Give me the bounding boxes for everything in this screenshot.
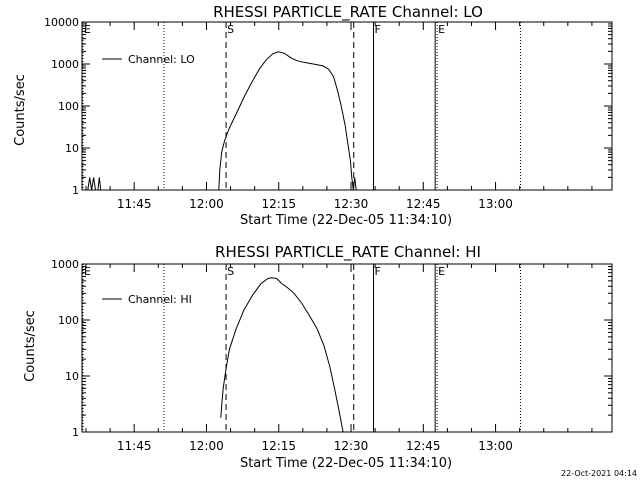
marker-label: E: [438, 23, 445, 36]
x-tick-label: 12:45: [406, 439, 441, 453]
y-tick-label: 1000: [51, 258, 79, 271]
series-line-channel-lo: [218, 51, 357, 191]
x-tick-label: 11:45: [117, 439, 152, 453]
x-tick-label: 12:15: [261, 197, 296, 211]
y-tick-label: 100: [58, 314, 79, 327]
marker-label: F: [375, 265, 381, 278]
x-tick-label: 12:30: [334, 197, 369, 211]
x-axis-ticks: 11:45 12:00 12:15 12:30 12:45 13:00: [85, 264, 593, 453]
x-tick-label: 13:00: [478, 197, 513, 211]
y-tick-label: 1: [72, 184, 79, 197]
marker-label: E: [84, 265, 91, 278]
x-axis-ticks: 11:45 12:00 12:15 12:30 12:45 13:00: [85, 22, 593, 211]
x-tick-label: 12:00: [189, 197, 224, 211]
y-axis-label: Counts/sec: [23, 310, 38, 382]
x-tick-label: 12:30: [334, 439, 369, 453]
y-tick-label: 1000: [51, 58, 79, 71]
marker-label: F: [375, 23, 381, 36]
x-axis-label: Start Time (22-Dec-05 11:34:10): [240, 213, 452, 228]
series-line-channel-hi: [220, 277, 344, 433]
x-axis-label: Start Time (22-Dec-05 11:34:10): [240, 456, 452, 471]
marker-label: S: [227, 265, 234, 278]
series-line-channel-lo: [97, 177, 102, 191]
generation-timestamp: 22-Oct-2021 04:14: [561, 469, 637, 478]
y-axis-label: Counts/sec: [13, 74, 28, 146]
y-tick-label: 1: [72, 426, 79, 439]
x-tick-label: 12:15: [261, 439, 296, 453]
x-tick-label: 13:00: [478, 439, 513, 453]
y-tick-label: 100: [58, 100, 79, 113]
marker-label: E: [84, 23, 91, 36]
plot-frame: [81, 21, 613, 191]
y-axis-ticks: 1 10 100 1000 10000: [44, 16, 612, 197]
legend: Channel: LO: [102, 53, 195, 66]
legend-label: Channel: HI: [128, 293, 192, 306]
y-tick-label: 10: [65, 370, 79, 383]
legend: Channel: HI: [102, 293, 192, 306]
series-group: [87, 51, 357, 191]
plot-frame: [81, 263, 613, 433]
y-tick-label: 10: [65, 142, 79, 155]
panel-title: RHESSI PARTICLE_RATE Channel: LO: [213, 3, 483, 22]
marker-label: S: [227, 23, 234, 36]
series-line-channel-lo: [87, 177, 96, 191]
x-tick-label: 11:45: [117, 197, 152, 211]
y-tick-label: 10000: [44, 16, 79, 29]
panel-channel-lo: RHESSI PARTICLE_RATE Channel: LO Counts/…: [13, 3, 613, 228]
marker-label: E: [438, 265, 445, 278]
x-tick-label: 12:00: [189, 439, 224, 453]
panel-title: RHESSI PARTICLE_RATE Channel: HI: [215, 243, 481, 262]
x-tick-label: 12:45: [406, 197, 441, 211]
legend-label: Channel: LO: [128, 53, 195, 66]
panel-channel-hi: RHESSI PARTICLE_RATE Channel: HI Counts/…: [23, 243, 613, 471]
series-group: [220, 277, 344, 433]
y-axis-ticks: 1 10 100 1000: [51, 258, 612, 439]
